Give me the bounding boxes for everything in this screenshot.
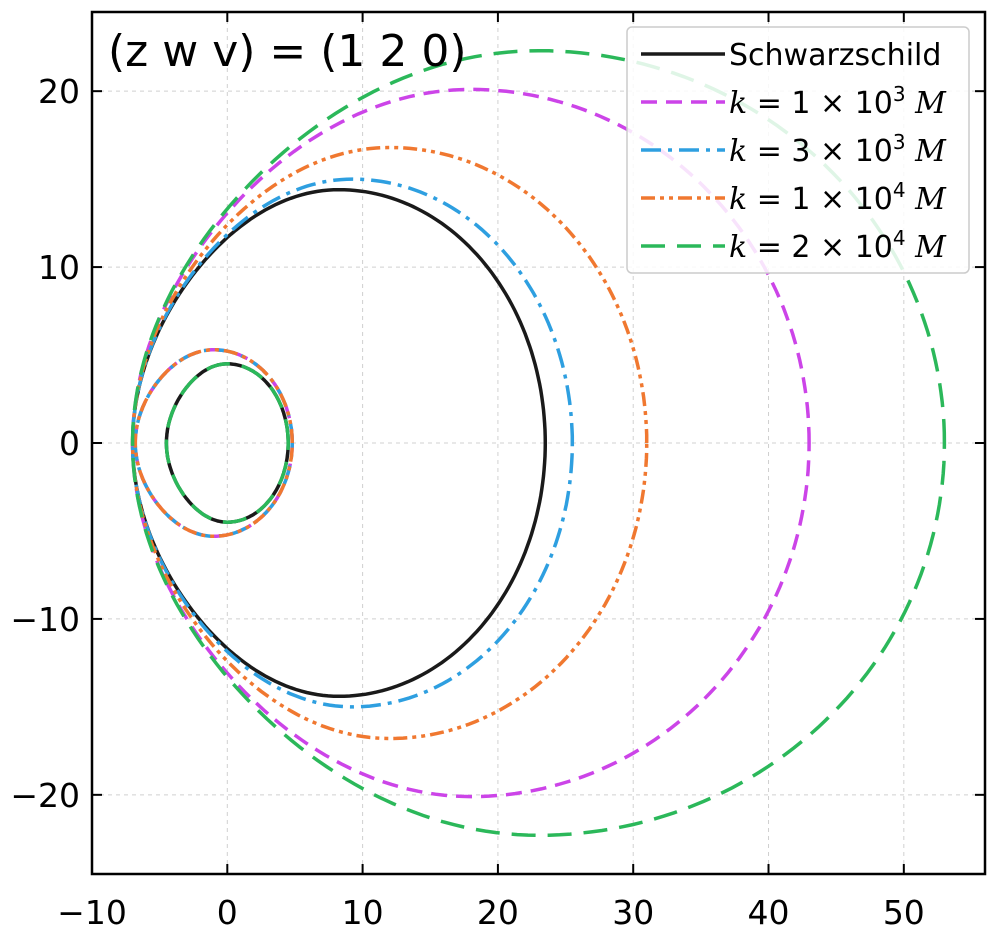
x-tick-label: 40 (748, 893, 790, 932)
legend-label: Schwarzschild (729, 38, 941, 73)
legend-label: k = 2 × 104 M (729, 226, 947, 265)
x-tick-label: 20 (477, 893, 519, 932)
y-tick-label: 10 (38, 248, 80, 287)
legend-label: k = 1 × 103 M (729, 82, 947, 121)
x-tick-label: 0 (217, 893, 238, 932)
y-tick-label: −10 (10, 600, 80, 639)
x-tick-label: 50 (883, 893, 925, 932)
x-tick-label: 10 (342, 893, 384, 932)
y-tick-label: −20 (10, 776, 80, 815)
legend-label: k = 1 × 104 M (729, 178, 947, 217)
parameter-annotation: (z w v) = (1 2 0) (108, 26, 467, 77)
series-3-inner-loop (133, 348, 294, 538)
legend-label: k = 3 × 103 M (729, 130, 947, 169)
legend-box (626, 26, 970, 274)
x-tick-label: −10 (57, 893, 127, 932)
x-tick-label: 30 (612, 893, 654, 932)
y-tick-label: 0 (59, 424, 80, 463)
y-tick-label: 20 (38, 72, 80, 111)
legend: Schwarzschild k = 1 × 103 M k = 3 × 103 M k… (626, 26, 970, 274)
series-4-inner-loop (164, 362, 290, 524)
ticks: −10 0 10 20 30 40 50 −20 −10 0 10 20 (10, 12, 985, 932)
